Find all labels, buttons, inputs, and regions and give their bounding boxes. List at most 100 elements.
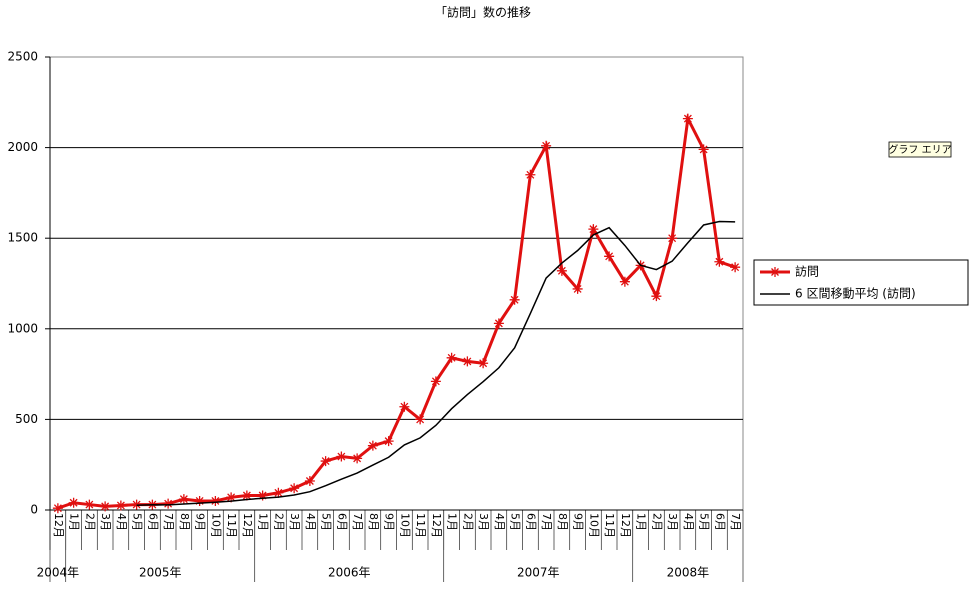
x-tick-label: 9月 bbox=[194, 513, 207, 531]
marker bbox=[604, 251, 615, 262]
x-tick-label: 10月 bbox=[587, 513, 600, 538]
x-tick-label: 4月 bbox=[115, 513, 128, 531]
marker bbox=[430, 376, 441, 387]
x-tick-label: 7月 bbox=[540, 513, 553, 531]
marker bbox=[84, 499, 95, 510]
x-tick-label: 6月 bbox=[524, 513, 537, 531]
y-tick-label: 0 bbox=[30, 503, 38, 517]
marker bbox=[210, 495, 221, 506]
marker bbox=[194, 495, 205, 506]
x-tick-label: 7月 bbox=[162, 513, 175, 531]
x-tick-label: 9月 bbox=[383, 513, 396, 531]
marker bbox=[730, 262, 741, 273]
x-tick-label: 2月 bbox=[272, 513, 285, 531]
marker bbox=[588, 224, 599, 235]
y-tick-label: 500 bbox=[15, 412, 38, 426]
x-group-label: 2008年 bbox=[667, 566, 710, 580]
marker bbox=[320, 456, 331, 467]
x-tick-label: 8月 bbox=[178, 513, 191, 531]
x-tick-label: 5月 bbox=[698, 513, 711, 531]
x-tick-label: 6月 bbox=[146, 513, 159, 531]
x-tick-label: 12月 bbox=[52, 513, 65, 538]
marker bbox=[226, 492, 237, 503]
marker bbox=[525, 169, 536, 180]
marker bbox=[100, 501, 111, 512]
x-tick-label: 11月 bbox=[414, 513, 427, 538]
x-group-label: 2005年 bbox=[139, 566, 182, 580]
marker bbox=[619, 276, 630, 287]
y-tick-label: 1500 bbox=[7, 231, 38, 245]
marker bbox=[399, 401, 410, 412]
marker bbox=[682, 113, 693, 124]
x-tick-label: 5月 bbox=[509, 513, 522, 531]
marker bbox=[336, 451, 347, 462]
legend-marker bbox=[770, 267, 780, 277]
x-tick-label: 5月 bbox=[320, 513, 333, 531]
x-tick-label: 4月 bbox=[682, 513, 695, 531]
marker bbox=[68, 497, 79, 508]
marker bbox=[178, 494, 189, 505]
marker bbox=[352, 453, 363, 464]
marker bbox=[367, 440, 378, 451]
marker bbox=[509, 294, 520, 305]
x-tick-label: 6月 bbox=[713, 513, 726, 531]
y-tick-label: 1000 bbox=[7, 321, 38, 335]
marker bbox=[257, 490, 268, 501]
marker bbox=[541, 140, 552, 151]
marker bbox=[304, 476, 315, 487]
x-tick-label: 12月 bbox=[241, 513, 254, 538]
x-group-label: 2006年 bbox=[328, 566, 371, 580]
x-tick-label: 10月 bbox=[398, 513, 411, 538]
x-tick-label: 3月 bbox=[666, 513, 679, 531]
x-tick-label: 7月 bbox=[729, 513, 742, 531]
legend-label: 訪問 bbox=[795, 264, 819, 279]
x-tick-label: 1月 bbox=[257, 513, 270, 531]
marker bbox=[241, 490, 252, 501]
x-tick-label: 3月 bbox=[477, 513, 490, 531]
series-line bbox=[57, 113, 736, 510]
x-tick-label: 11月 bbox=[603, 513, 616, 538]
marker bbox=[415, 414, 426, 425]
marker bbox=[115, 500, 126, 511]
x-group-label: 2004年 bbox=[37, 566, 80, 580]
tooltip: グラフ エリア bbox=[888, 143, 951, 156]
marker bbox=[493, 318, 504, 329]
x-tick-label: 1月 bbox=[68, 513, 81, 531]
x-tick-label: 4月 bbox=[304, 513, 317, 531]
x-tick-label: 5月 bbox=[131, 513, 144, 531]
y-tick-label: 2500 bbox=[7, 50, 38, 64]
marker bbox=[478, 358, 489, 369]
x-tick-label: 12月 bbox=[430, 513, 443, 538]
legend-label: 6 区間移動平均 (訪問) bbox=[795, 286, 916, 301]
marker bbox=[698, 144, 709, 155]
x-tick-label: 9月 bbox=[572, 513, 585, 531]
x-tick-label: 2月 bbox=[650, 513, 663, 531]
x-tick-label: 8月 bbox=[556, 513, 569, 531]
marker bbox=[163, 498, 174, 509]
x-group-label: 2007年 bbox=[517, 566, 560, 580]
x-tick-label: 3月 bbox=[99, 513, 112, 531]
marker bbox=[289, 483, 300, 494]
marker bbox=[383, 436, 394, 447]
x-tick-label: 11月 bbox=[225, 513, 238, 538]
marker bbox=[556, 265, 567, 276]
x-tick-label: 12月 bbox=[619, 513, 632, 538]
legend-box bbox=[753, 259, 969, 306]
x-tick-label: 3月 bbox=[288, 513, 301, 531]
plot-area bbox=[49, 56, 744, 511]
chart-title: 「訪問」数の推移 bbox=[435, 5, 531, 20]
marker bbox=[572, 283, 583, 294]
marker bbox=[667, 233, 678, 244]
x-tick-label: 8月 bbox=[367, 513, 380, 531]
series-line bbox=[136, 220, 736, 507]
x-tick-label: 1月 bbox=[635, 513, 648, 531]
y-tick-label: 2000 bbox=[7, 140, 38, 154]
x-tick-label: 4月 bbox=[493, 513, 506, 531]
marker bbox=[273, 487, 284, 498]
x-tick-label: 10月 bbox=[209, 513, 222, 538]
tooltip-box bbox=[888, 141, 952, 158]
marker bbox=[462, 356, 473, 367]
x-tick-label: 6月 bbox=[335, 513, 348, 531]
